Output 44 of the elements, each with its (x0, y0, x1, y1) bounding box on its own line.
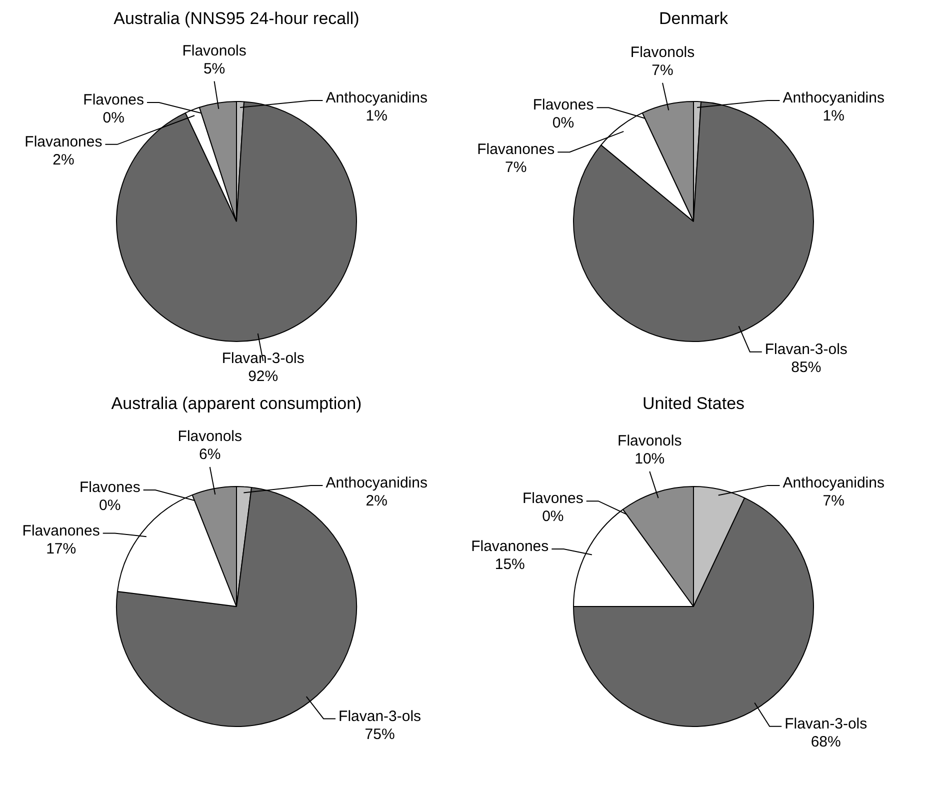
data-label: 10% (634, 450, 665, 468)
slice-label: Flavanones (24, 134, 102, 151)
data-label: 2% (52, 152, 74, 169)
slice-label: Flavan-3-ols (338, 708, 422, 725)
data-label: 75% (364, 726, 395, 743)
data-label: 92% (248, 368, 278, 386)
text: 0% (552, 114, 574, 132)
slice-label: Flavonols (178, 428, 242, 446)
data-label: 85% (791, 358, 822, 376)
chart-title: Denmark (658, 8, 729, 30)
chart-title: Australia (apparent consumption) (110, 393, 363, 415)
text: 0% (542, 508, 564, 526)
slice-label: Flavanones (471, 538, 549, 556)
data-label: 6% (199, 446, 221, 464)
slice-label: Anthocyanidins (782, 90, 884, 107)
chart-title: Australia (NNS95 24-hour recall) (112, 8, 360, 30)
data-label: 1% (366, 108, 388, 125)
data-label: 68% (810, 734, 841, 751)
data-label: 17% (46, 540, 76, 558)
text: 0% (99, 497, 121, 514)
slice-label: Flavonols (182, 42, 246, 60)
slice-label: Anthocyanidins (326, 90, 428, 107)
data-label: 7% (505, 159, 527, 176)
data-label: 5% (203, 60, 226, 78)
slice-label: Anthocyanidins (326, 474, 428, 492)
slice-label: Flavan-3-ols (222, 350, 304, 368)
slice-label: Flavanones (477, 141, 555, 158)
data-label: 2% (366, 492, 388, 510)
slice-label: Flavonols (630, 44, 695, 62)
data-label: 7% (822, 492, 844, 510)
legend-label: Flavones (79, 479, 140, 496)
data-label: 1% (822, 108, 844, 125)
slice-label: Flavan-3-ols (764, 340, 848, 358)
data-label: 15% (494, 556, 525, 574)
slice-label: Flavanones (22, 522, 100, 540)
legend-label: Flavones (532, 96, 594, 114)
legend-label: Flavones (83, 92, 144, 109)
slice-label: Anthocyanidins (782, 474, 884, 492)
slice-label: Flavonols (618, 432, 682, 450)
data-label: 7% (652, 62, 674, 80)
legend-label: Flavones (522, 490, 584, 508)
slice-label: Flavan-3-ols (784, 716, 868, 733)
text: 0% (102, 110, 124, 127)
chart-title: United States (641, 393, 746, 415)
